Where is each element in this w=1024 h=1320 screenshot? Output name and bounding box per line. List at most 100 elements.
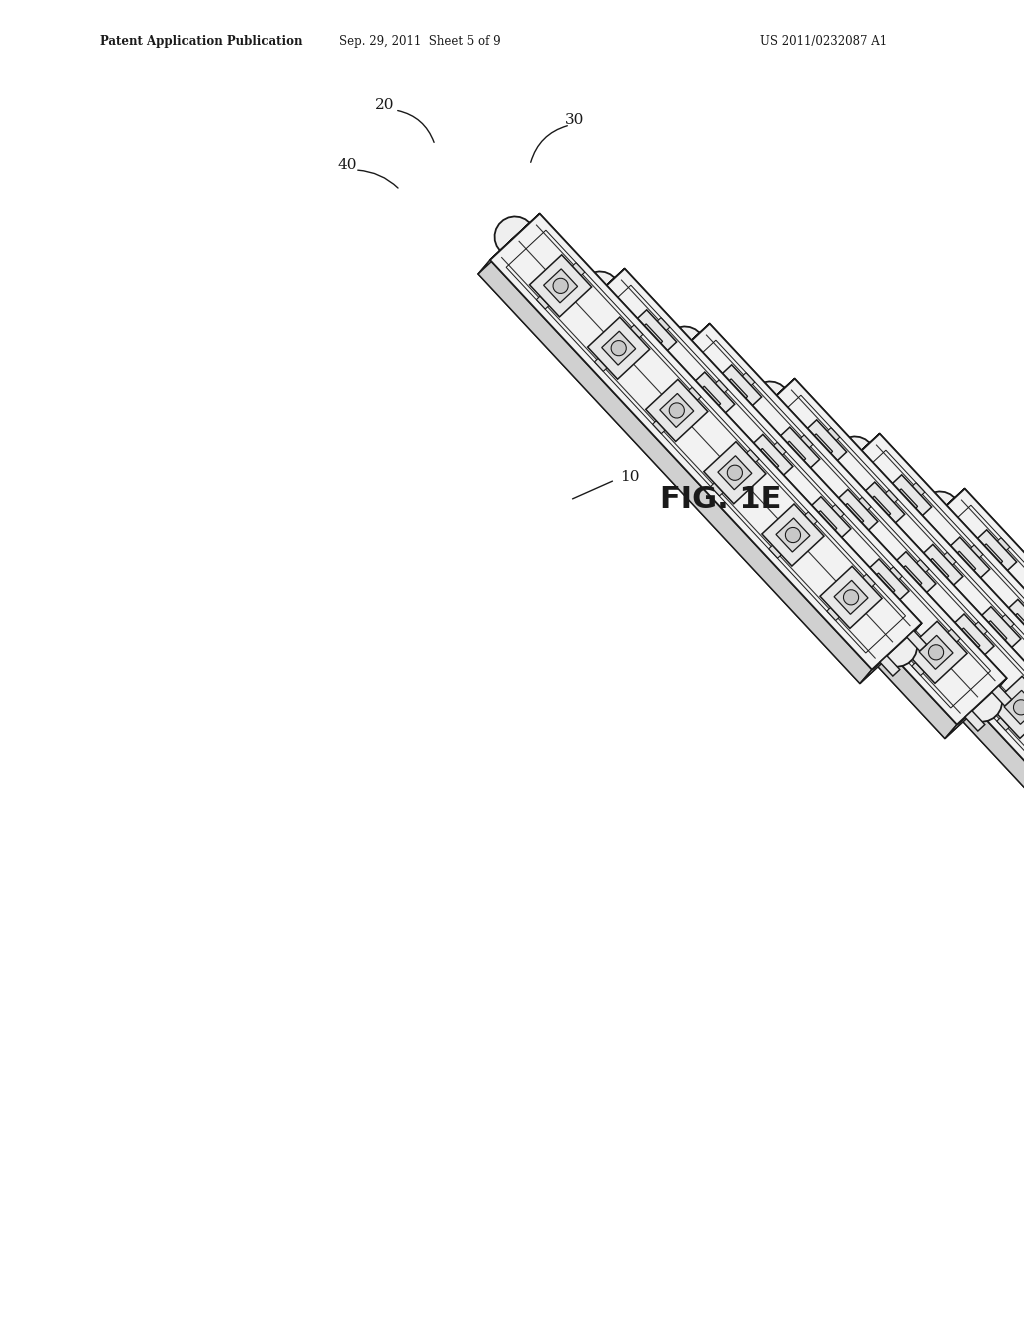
Polygon shape (952, 488, 1024, 912)
Polygon shape (680, 413, 692, 426)
Polygon shape (827, 428, 840, 441)
Polygon shape (614, 310, 677, 372)
Polygon shape (553, 279, 568, 293)
Polygon shape (718, 455, 752, 490)
Polygon shape (733, 425, 1024, 849)
Polygon shape (873, 552, 936, 614)
Polygon shape (997, 537, 1010, 550)
Polygon shape (946, 628, 980, 663)
Polygon shape (727, 465, 742, 480)
Polygon shape (888, 566, 922, 599)
Polygon shape (765, 469, 777, 482)
Polygon shape (858, 498, 871, 511)
Polygon shape (869, 475, 932, 537)
Polygon shape (1014, 700, 1024, 715)
Polygon shape (973, 620, 1007, 655)
Polygon shape (529, 255, 592, 317)
Polygon shape (1013, 593, 1024, 655)
Polygon shape (745, 379, 795, 425)
Polygon shape (906, 631, 927, 651)
Text: 30: 30 (565, 114, 585, 127)
Polygon shape (886, 490, 898, 503)
Polygon shape (785, 528, 801, 543)
Polygon shape (652, 421, 666, 434)
Polygon shape (958, 607, 1021, 669)
Polygon shape (843, 482, 905, 544)
Polygon shape (986, 599, 1024, 661)
Polygon shape (880, 656, 900, 676)
Polygon shape (638, 333, 653, 348)
Polygon shape (805, 512, 817, 525)
Polygon shape (928, 537, 990, 599)
Polygon shape (629, 323, 663, 358)
Polygon shape (602, 331, 636, 366)
Polygon shape (490, 214, 922, 669)
Polygon shape (912, 483, 925, 495)
Polygon shape (744, 449, 779, 482)
Polygon shape (1010, 623, 1024, 638)
Polygon shape (714, 379, 748, 413)
Polygon shape (955, 638, 971, 652)
Polygon shape (925, 568, 939, 583)
Polygon shape (871, 623, 922, 669)
Polygon shape (563, 269, 625, 329)
Polygon shape (1001, 615, 1014, 627)
Polygon shape (947, 630, 961, 642)
Polygon shape (870, 582, 886, 598)
Polygon shape (572, 263, 585, 276)
Polygon shape (897, 576, 912, 590)
Polygon shape (575, 269, 625, 315)
Polygon shape (829, 503, 864, 537)
Polygon shape (737, 475, 751, 488)
Polygon shape (659, 393, 694, 428)
Polygon shape (745, 379, 1024, 834)
Polygon shape (788, 496, 851, 558)
Polygon shape (903, 503, 1024, 958)
Polygon shape (903, 535, 1024, 958)
Polygon shape (588, 317, 650, 379)
Polygon shape (478, 260, 871, 684)
Polygon shape (792, 461, 804, 474)
Polygon shape (782, 379, 1024, 803)
Polygon shape (611, 341, 627, 355)
Polygon shape (716, 380, 728, 393)
Polygon shape (992, 640, 1006, 653)
Polygon shape (575, 269, 1007, 725)
Polygon shape (862, 574, 876, 587)
Polygon shape (932, 614, 994, 676)
Polygon shape (776, 517, 810, 552)
Polygon shape (612, 269, 1007, 692)
Polygon shape (996, 718, 1010, 730)
Polygon shape (478, 214, 540, 275)
Polygon shape (854, 601, 866, 614)
Polygon shape (711, 483, 723, 496)
Polygon shape (699, 364, 762, 426)
Polygon shape (796, 539, 808, 550)
Polygon shape (893, 498, 908, 513)
Polygon shape (962, 572, 974, 583)
Polygon shape (818, 447, 1024, 904)
Polygon shape (563, 315, 956, 739)
Polygon shape (860, 623, 922, 684)
Polygon shape (951, 561, 967, 576)
Polygon shape (965, 710, 985, 731)
Polygon shape (840, 513, 854, 528)
Polygon shape (820, 566, 882, 628)
Text: US 2011/0232087 A1: US 2011/0232087 A1 (760, 36, 887, 49)
Polygon shape (731, 434, 793, 496)
Polygon shape (943, 552, 956, 565)
Polygon shape (755, 458, 769, 473)
Polygon shape (758, 428, 820, 490)
Polygon shape (1017, 669, 1024, 731)
Polygon shape (673, 372, 735, 434)
Polygon shape (914, 558, 949, 593)
Polygon shape (915, 488, 1024, 945)
Polygon shape (835, 581, 868, 614)
Polygon shape (687, 387, 721, 420)
Polygon shape (954, 529, 1017, 591)
Polygon shape (945, 678, 1007, 739)
Polygon shape (916, 560, 929, 573)
Polygon shape (781, 450, 797, 466)
Polygon shape (978, 553, 993, 569)
Polygon shape (762, 504, 824, 566)
